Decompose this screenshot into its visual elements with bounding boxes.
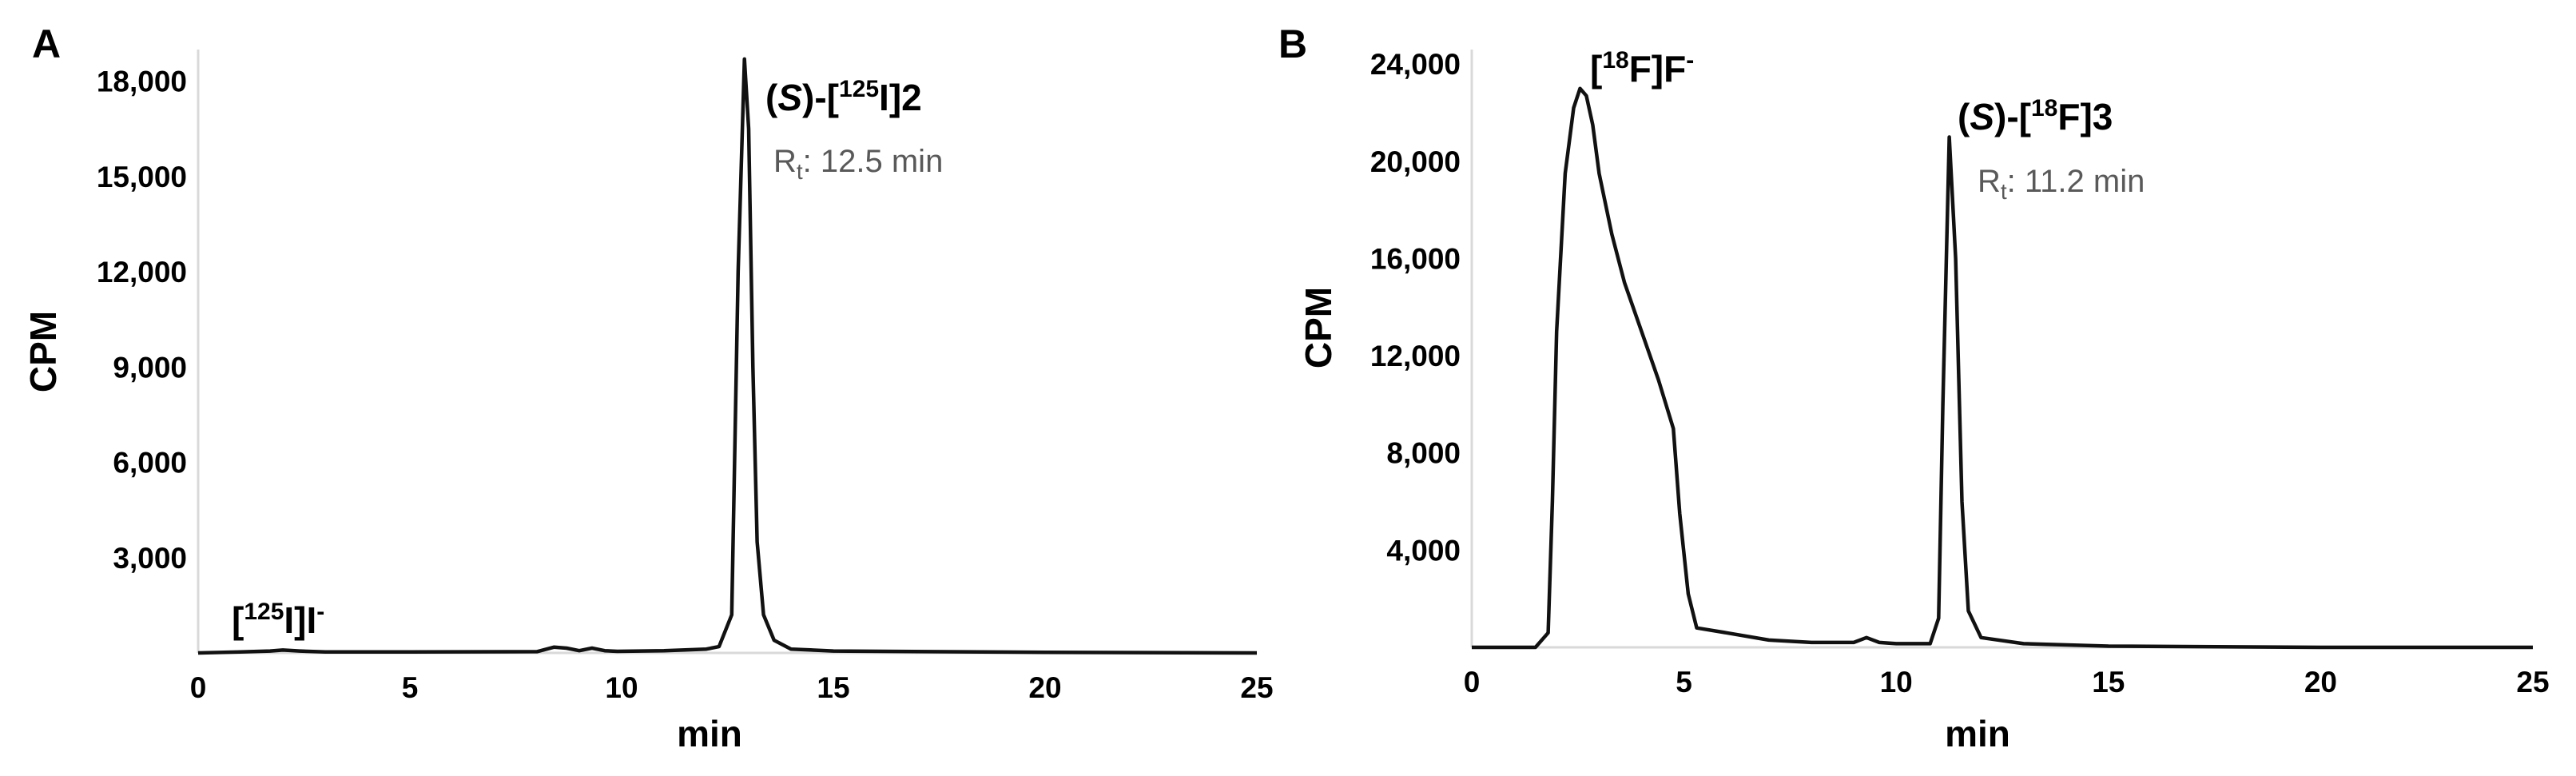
- panel-a-label-part: )-[: [802, 77, 839, 118]
- chart-panel-b: B 4,000 8,000 12,000 16,000 20,000 24,000 0 5 1…: [1278, 22, 2550, 754]
- panel-b-label-part: (: [1958, 96, 1970, 137]
- panel-b-peak-label: (S)-[18F]3: [1958, 95, 2113, 137]
- panel-a-x-tick-label: 5: [402, 671, 419, 704]
- panel-a-y-axis-title: CPM: [22, 311, 64, 392]
- panel-a-label-part: -: [316, 599, 324, 625]
- panel-b-y-tick-label: 16,000: [1370, 242, 1461, 275]
- panel-b-x-tick-label: 5: [1676, 666, 1692, 698]
- panel-a-label-part: 125: [244, 599, 284, 625]
- panel-b-y-tick-label: 4,000: [1386, 534, 1461, 567]
- panel-a-x-tick-label: 20: [1028, 671, 1061, 704]
- panel-b-y-tick-label: 20,000: [1370, 145, 1461, 178]
- panel-a-x-ticks: 0 5 10 15 20 25: [190, 671, 1274, 704]
- panel-a-annotations: [125I]I-(S)-[125I]2Rt: 12.5 min: [232, 76, 943, 641]
- panel-a-x-tick-label: 25: [1240, 671, 1273, 704]
- panel-b-label-part: R: [1978, 164, 2001, 199]
- panel-a-peak-label: (S)-[125I]2: [765, 76, 922, 118]
- panel-a-letter: A: [32, 22, 61, 66]
- panel-a-y-ticks: 3,000 6,000 9,000 12,000 15,000 18,000: [97, 66, 187, 575]
- panel-a-label-part: (: [765, 77, 778, 118]
- panel-b-x-tick-label: 10: [1880, 666, 1913, 698]
- panel-b-y-axis-title: CPM: [1298, 287, 1339, 368]
- panel-a-label-part: I]2: [879, 77, 922, 118]
- panel-a-x-tick-label: 0: [190, 671, 207, 704]
- panel-b-label-part: t: [2001, 179, 2007, 204]
- panel-b-retention-time-label: Rt: 11.2 min: [1978, 164, 2145, 204]
- panel-b-annotations: [18F]F-(S)-[18F]3Rt: 11.2 min: [1590, 47, 2145, 204]
- panel-a-trace: [197, 57, 1258, 655]
- panel-a-label-part: 125: [839, 76, 879, 102]
- panel-b-label-part: : 11.2 min: [2007, 164, 2145, 199]
- panel-a-label-part: : 12.5 min: [803, 144, 944, 179]
- panel-a-x-axis-title: min: [677, 713, 742, 754]
- panel-b-label-part: -: [1686, 47, 1694, 74]
- panel-b-label-part: F]3: [2057, 96, 2113, 137]
- panel-b-y-tick-label: 24,000: [1370, 48, 1461, 81]
- panel-a-x-tick-label: 15: [817, 671, 849, 704]
- panel-a-y-tick-label: 3,000: [113, 542, 187, 575]
- panel-b-label-part: S: [1970, 96, 1994, 137]
- panel-a-x-tick-label: 10: [605, 671, 638, 704]
- panel-b-x-axis-title: min: [1945, 713, 2010, 754]
- panel-a-label-part: I]I: [284, 599, 316, 641]
- panel-a-retention-time-label: Rt: 12.5 min: [773, 144, 943, 184]
- panel-a-label-part: [: [232, 599, 244, 641]
- panel-a-label-part: R: [773, 144, 797, 179]
- panel-b-y-tick-label: 12,000: [1370, 340, 1461, 372]
- panel-b-label-part: F]F: [1629, 48, 1687, 90]
- panel-b-peak-label: [18F]F-: [1590, 47, 1694, 90]
- panel-b-x-tick-label: 25: [2516, 666, 2549, 698]
- panel-b-x-tick-label: 20: [2304, 666, 2337, 698]
- panel-a-y-tick-label: 18,000: [97, 66, 187, 98]
- chart-panel-a: A 3,000 6,000 9,000 12,000 15,000 18,000 0 5 10…: [22, 22, 1274, 754]
- panel-b-x-tick-label: 15: [2092, 666, 2125, 698]
- panel-b-label-part: 18: [1602, 47, 1628, 74]
- panel-b-label-part: [: [1590, 48, 1602, 90]
- panel-a-y-tick-label: 6,000: [113, 447, 187, 480]
- panel-b-label-part: )-[: [1994, 96, 2031, 137]
- panel-a-y-tick-label: 15,000: [97, 161, 187, 193]
- panel-b-y-tick-label: 8,000: [1386, 437, 1461, 470]
- panel-b-x-ticks: 0 5 10 15 20 25: [1464, 666, 2550, 698]
- panel-a-y-tick-label: 12,000: [97, 256, 187, 289]
- panel-a-peak-label: [125I]I-: [232, 599, 324, 641]
- panel-a-label-part: S: [777, 77, 802, 118]
- panel-b-trace: [1472, 86, 2533, 650]
- panel-b-x-tick-label: 0: [1464, 666, 1481, 698]
- panel-a-y-tick-label: 9,000: [113, 351, 187, 384]
- panel-b-label-part: 18: [2031, 95, 2057, 121]
- panel-b-y-ticks: 4,000 8,000 12,000 16,000 20,000 24,000: [1370, 48, 1461, 567]
- panel-b-letter: B: [1278, 22, 1307, 66]
- panel-a-label-part: t: [797, 159, 803, 184]
